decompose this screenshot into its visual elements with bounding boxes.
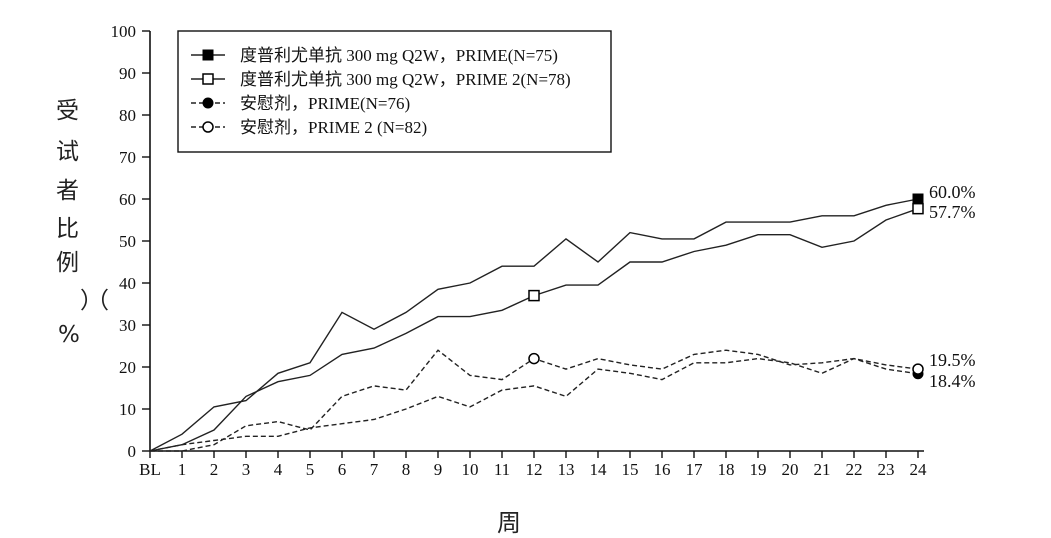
end-labels: 60.0%57.7% 18.4%19.5% (929, 182, 976, 391)
y-axis-label-char: （ (86, 288, 109, 314)
x-tick-label: 3 (242, 460, 251, 479)
filled-square-marker (912, 193, 924, 205)
series-line (149, 357, 919, 452)
x-tick-label: 22 (846, 460, 863, 479)
legend: 度普利尤单抗 300 mg Q2W，PRIME(N=75) 度普利尤单抗 300 … (177, 30, 612, 153)
legend-entry: 度普利尤单抗 300 mg Q2W，PRIME 2(N=78) (240, 70, 571, 89)
open-square-marker (202, 73, 214, 85)
x-tick-label: 15 (622, 460, 639, 479)
x-tick-label: 14 (590, 460, 608, 479)
y-tick-label: 80 (119, 106, 136, 125)
legend-entry: 度普利尤单抗 300 mg Q2W，PRIME(N=75) (240, 46, 558, 65)
y-tick-label: 30 (119, 316, 136, 335)
y-tick-label: 10 (119, 400, 136, 419)
series-end-label: 57.7% (929, 202, 976, 222)
open-circle-marker (912, 363, 924, 375)
series-end-label: 60.0% (929, 182, 976, 202)
x-tick-label: 2 (210, 460, 219, 479)
series-line (149, 198, 919, 452)
y-axis-label-char: 比 (56, 216, 79, 242)
x-tick-label: 17 (686, 460, 704, 479)
x-tick-label: BL (139, 460, 161, 479)
x-tick-label: 5 (306, 460, 315, 479)
x-tick-label: 16 (654, 460, 671, 479)
x-tick-label: 6 (338, 460, 347, 479)
open-circle-marker (528, 352, 540, 365)
y-axis-label-char: ） (80, 288, 103, 314)
filled-square-marker (202, 49, 214, 61)
x-tick-label: 20 (782, 460, 799, 479)
x-tick-label: 12 (526, 460, 543, 479)
x-axis-label: 周 (497, 509, 521, 537)
y-axis-label-char: 试 (56, 139, 79, 165)
y-tick-label: 60 (119, 190, 136, 209)
open-square-marker (912, 202, 924, 215)
legend-entry: 安慰剂，PRIME(N=76) (240, 94, 410, 113)
series-markers (528, 193, 924, 380)
y-axis-label-char: 受 (56, 98, 79, 124)
series-line (149, 208, 919, 452)
filled-circle-marker (202, 97, 214, 109)
x-tick-label: 24 (910, 460, 928, 479)
y-axis-label-char: % (58, 322, 80, 348)
x-tick-label: 8 (402, 460, 411, 479)
x-tick-label: 11 (494, 460, 510, 479)
x-tick-label: 21 (814, 460, 831, 479)
y-tick-label: 0 (128, 442, 137, 461)
series-end-label: 18.4% (929, 371, 976, 391)
series-end-label: 19.5% (929, 350, 976, 370)
y-tick-label: 70 (119, 148, 136, 167)
y-axis-label-char: 者 (56, 178, 79, 204)
y-axis-label-char: 例 (56, 250, 79, 276)
x-tick-label: 19 (750, 460, 767, 479)
series-lines (149, 198, 919, 452)
open-circle-marker (202, 121, 214, 133)
x-tick-label: 4 (274, 460, 283, 479)
x-tick-label: 9 (434, 460, 443, 479)
x-tick-label: 10 (462, 460, 479, 479)
open-square-marker (528, 289, 540, 302)
x-tick-label: 7 (370, 460, 379, 479)
x-tick-label: 13 (558, 460, 575, 479)
legend-entry: 安慰剂，PRIME 2 (N=82) (240, 118, 427, 137)
x-tick-label: 1 (178, 460, 187, 479)
y-tick-label: 100 (111, 22, 137, 41)
x-tick-label: 23 (878, 460, 895, 479)
x-tick-label: 18 (718, 460, 735, 479)
legend-box (177, 30, 612, 153)
y-tick-label: 90 (119, 64, 136, 83)
y-tick-label: 50 (119, 232, 136, 251)
y-tick-label: 20 (119, 358, 136, 377)
axes (142, 30, 924, 458)
y-tick-label: 40 (119, 274, 136, 293)
